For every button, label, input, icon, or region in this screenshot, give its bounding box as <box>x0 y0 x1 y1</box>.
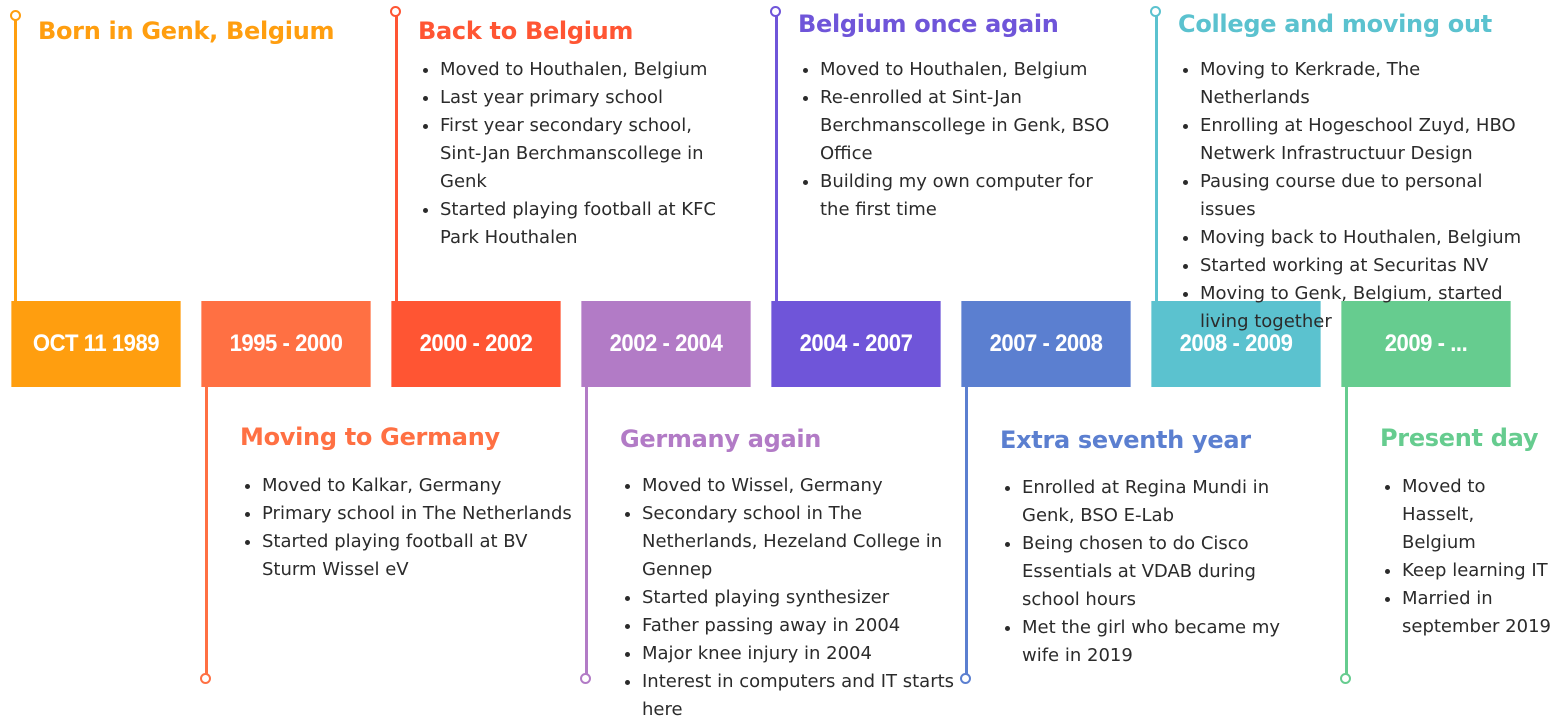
event-2002-2004: Germany again Moved to Wissel, Germany S… <box>620 424 965 724</box>
period-bar-2009: 2009 - ... <box>1341 301 1511 387</box>
event-2004-2007: Belgium once again Moved to Houthalen, B… <box>798 9 1138 224</box>
event-1989: Born in Genk, Belgium <box>38 16 368 46</box>
list-item: Enrolling at Hogeschool Zuyd, HBO Netwer… <box>1200 112 1525 168</box>
list-item: Last year primary school <box>440 84 730 112</box>
stem-2002-2004 <box>585 386 588 674</box>
list-item: Father passing away in 2004 <box>642 612 962 640</box>
period-bar-2000-2002: 2000 - 2002 <box>391 301 561 387</box>
dot-1989 <box>10 10 21 21</box>
stem-2008-2009 <box>1155 16 1158 302</box>
list-item: Started playing football at KFC Park Hou… <box>440 196 730 252</box>
list-item: Keep learning IT <box>1402 557 1552 585</box>
list-item: Re-enrolled at Sint-Jan Berchmanscollege… <box>820 84 1120 168</box>
event-1995-2000: Moving to Germany Moved to Kalkar, Germa… <box>240 422 580 584</box>
event-title: Present day <box>1380 424 1539 452</box>
period-bar-1995-2000: 1995 - 2000 <box>201 301 371 387</box>
event-title: Born in Genk, Belgium <box>38 17 335 45</box>
list-item: Moved to Kalkar, Germany <box>262 472 582 500</box>
list-item: Started playing synthesizer <box>642 584 962 612</box>
dot-2000-2002 <box>390 6 401 17</box>
period-bar-2007-2008: 2007 - 2008 <box>961 301 1131 387</box>
stem-2000-2002 <box>395 16 398 302</box>
event-2007-2008: Extra seventh year Enrolled at Regina Mu… <box>1000 425 1320 670</box>
event-2009: Present day Moved to Hasselt, Belgium Ke… <box>1380 423 1555 641</box>
event-list: Enrolled at Regina Mundi in Genk, BSO E-… <box>1000 474 1292 670</box>
list-item: First year secondary school, Sint-Jan Be… <box>440 112 730 196</box>
stem-1995-2000 <box>205 386 208 674</box>
event-list: Moved to Hasselt, Belgium Keep learning … <box>1380 473 1552 641</box>
event-list: Moving to Kerkrade, The Netherlands Enro… <box>1178 56 1525 336</box>
event-title: Back to Belgium <box>418 17 634 45</box>
list-item: Moving back to Houthalen, Belgium <box>1200 224 1525 252</box>
list-item: Moving to Kerkrade, The Netherlands <box>1200 56 1525 112</box>
stem-2007-2008 <box>965 386 968 674</box>
event-title: Extra seventh year <box>1000 426 1251 454</box>
list-item: Interest in computers and IT starts here <box>642 668 962 724</box>
event-2000-2002: Back to Belgium Moved to Houthalen, Belg… <box>418 16 758 252</box>
list-item: Pausing course due to personal issues <box>1200 168 1525 224</box>
event-title: College and moving out <box>1178 10 1492 38</box>
list-item: Enrolled at Regina Mundi in Genk, BSO E-… <box>1022 474 1292 530</box>
stem-2009 <box>1345 386 1348 674</box>
event-title: Belgium once again <box>798 10 1059 38</box>
dot-1995-2000 <box>200 673 211 684</box>
list-item: Married in september 2019 <box>1402 585 1552 641</box>
dot-2009 <box>1340 673 1351 684</box>
list-item: Started playing football at BV Sturm Wis… <box>262 528 582 584</box>
period-bar-2002-2004: 2002 - 2004 <box>581 301 751 387</box>
event-list: Moved to Kalkar, Germany Primary school … <box>240 472 582 584</box>
list-item: Moved to Hasselt, Belgium <box>1402 473 1552 557</box>
list-item: Moved to Houthalen, Belgium <box>820 56 1120 84</box>
period-bar-2004-2007: 2004 - 2007 <box>771 301 941 387</box>
list-item: Moving to Genk, Belgium, started living … <box>1200 280 1525 336</box>
event-title: Germany again <box>620 425 822 453</box>
event-list: Moved to Houthalen, Belgium Last year pr… <box>418 56 730 252</box>
dot-2002-2004 <box>580 673 591 684</box>
event-list: Moved to Wissel, Germany Secondary schoo… <box>620 472 962 724</box>
list-item: Building my own computer for the first t… <box>820 168 1120 224</box>
stem-2004-2007 <box>775 16 778 302</box>
stem-1989 <box>14 20 17 302</box>
list-item: Secondary school in The Netherlands, Hez… <box>642 500 962 584</box>
dot-2007-2008 <box>960 673 971 684</box>
list-item: Primary school in The Netherlands <box>262 500 582 528</box>
list-item: Met the girl who became my wife in 2019 <box>1022 614 1292 670</box>
event-2008-2009: College and moving out Moving to Kerkrad… <box>1178 9 1548 336</box>
list-item: Moved to Wissel, Germany <box>642 472 962 500</box>
list-item: Being chosen to do Cisco Essentials at V… <box>1022 530 1292 614</box>
dot-2008-2009 <box>1150 6 1161 17</box>
list-item: Moved to Houthalen, Belgium <box>440 56 730 84</box>
event-list: Moved to Houthalen, Belgium Re-enrolled … <box>798 56 1120 224</box>
event-title: Moving to Germany <box>240 423 500 451</box>
list-item: Major knee injury in 2004 <box>642 640 962 668</box>
period-bar-1989: OCT 11 1989 <box>11 301 181 387</box>
dot-2004-2007 <box>770 6 781 17</box>
list-item: Started working at Securitas NV <box>1200 252 1525 280</box>
period-bar-2008-2009: 2008 - 2009 <box>1151 301 1321 387</box>
